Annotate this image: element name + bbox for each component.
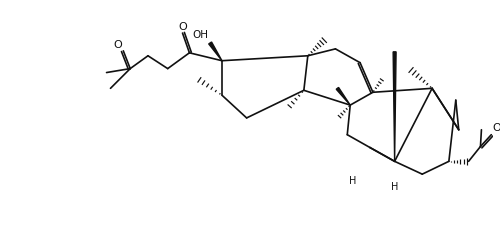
Polygon shape	[208, 42, 222, 61]
Polygon shape	[393, 52, 396, 161]
Text: O: O	[178, 22, 187, 32]
Text: OH: OH	[192, 30, 208, 40]
Text: O: O	[114, 40, 122, 50]
Text: O: O	[492, 123, 500, 133]
Text: H: H	[350, 176, 357, 186]
Text: H: H	[391, 182, 398, 192]
Polygon shape	[336, 88, 350, 105]
